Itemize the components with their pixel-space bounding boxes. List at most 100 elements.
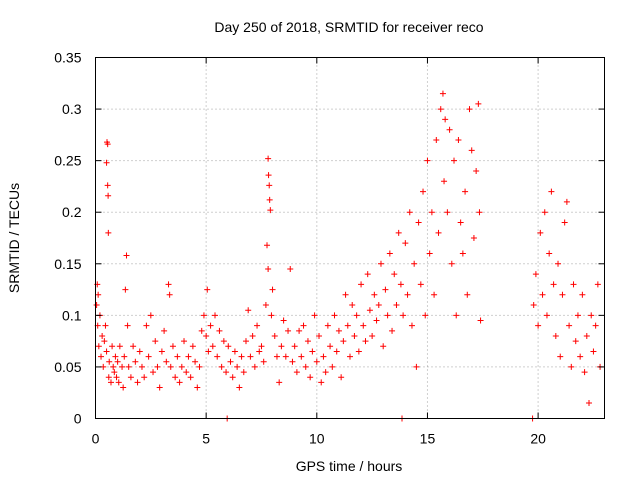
data-point <box>468 147 475 154</box>
data-point <box>442 116 449 123</box>
data-point <box>114 358 121 365</box>
data-point <box>258 343 265 350</box>
data-point <box>267 207 274 214</box>
plot-frame <box>95 57 605 419</box>
data-point <box>435 229 442 236</box>
data-point <box>112 353 119 360</box>
data-point <box>119 363 126 370</box>
data-point <box>225 343 232 350</box>
data-point <box>349 302 356 309</box>
data-point <box>322 369 329 376</box>
data-point <box>546 250 553 257</box>
data-point <box>557 353 564 360</box>
data-point <box>307 374 314 381</box>
data-point <box>477 317 484 324</box>
y-tick-label: 0.35 <box>54 50 81 66</box>
data-point <box>455 137 462 144</box>
x-tick-label: 15 <box>420 431 436 447</box>
data-point <box>289 358 296 365</box>
data-point <box>586 400 593 407</box>
data-point <box>311 312 318 319</box>
data-point <box>123 252 130 259</box>
y-tick-label: 0.1 <box>62 307 82 323</box>
data-point <box>324 322 331 329</box>
data-point <box>316 332 323 339</box>
data-point <box>245 307 252 314</box>
data-point <box>169 343 176 350</box>
data-point <box>266 182 273 189</box>
data-point <box>265 172 272 179</box>
data-point <box>276 379 283 386</box>
data-point <box>369 332 376 339</box>
y-tick-label: 0.3 <box>62 101 82 117</box>
data-point <box>362 338 369 345</box>
data-point <box>194 384 201 391</box>
data-point <box>120 384 127 391</box>
data-point <box>134 379 141 386</box>
data-point <box>377 260 384 267</box>
data-point <box>400 312 407 319</box>
data-point <box>116 343 123 350</box>
data-point <box>327 343 334 350</box>
data-point <box>196 363 203 370</box>
data-point <box>264 242 271 249</box>
data-point <box>473 167 480 174</box>
data-point <box>335 327 342 334</box>
data-point <box>375 302 382 309</box>
data-point <box>371 291 378 298</box>
data-point <box>216 327 223 334</box>
data-point <box>121 353 128 360</box>
data-point <box>581 369 588 376</box>
data-point <box>347 353 353 360</box>
data-point <box>163 358 170 365</box>
data-point <box>183 369 190 376</box>
data-point <box>446 126 453 133</box>
data-point <box>550 281 557 288</box>
data-point <box>457 219 464 226</box>
data-point <box>95 291 102 298</box>
data-point <box>384 312 391 319</box>
data-point <box>287 265 294 272</box>
data-point <box>318 379 325 386</box>
axis-ticks: 0 0.05 0.1 0.15 0.2 0.25 0.3 0.35 0 5 10 15 20 <box>54 50 605 447</box>
data-point <box>298 353 305 360</box>
data-point <box>358 281 365 288</box>
data-point <box>424 157 431 164</box>
data-point <box>470 235 477 241</box>
data-point <box>344 322 351 329</box>
data-point <box>280 317 287 324</box>
data-point <box>203 332 210 339</box>
data-point <box>476 209 483 216</box>
data-point <box>152 338 159 345</box>
data-point <box>355 348 362 355</box>
data-point <box>223 369 230 376</box>
data-point <box>273 353 280 360</box>
data-point <box>111 369 118 376</box>
data-point <box>214 353 221 360</box>
data-point <box>103 159 110 166</box>
data-point <box>559 291 566 298</box>
data-point <box>320 353 327 360</box>
data-point <box>161 327 168 334</box>
data-point <box>386 250 393 257</box>
data-point <box>568 363 575 370</box>
data-point <box>205 348 212 355</box>
data-point <box>353 312 360 319</box>
x-tick-label: 0 <box>92 431 100 447</box>
data-point <box>185 353 192 360</box>
data-point <box>333 348 340 355</box>
data-point <box>122 286 129 293</box>
data-point <box>95 343 102 350</box>
x-tick-label: 10 <box>309 431 325 447</box>
data-point <box>439 90 446 97</box>
data-point <box>93 302 100 309</box>
data-point <box>174 353 181 360</box>
data-point <box>404 291 411 298</box>
data-point <box>420 188 427 195</box>
data-point <box>417 281 424 288</box>
y-tick-label: 0.05 <box>54 359 81 375</box>
data-point <box>127 374 134 381</box>
data-point <box>102 322 109 329</box>
data-point <box>570 281 577 288</box>
data-point <box>532 271 539 278</box>
